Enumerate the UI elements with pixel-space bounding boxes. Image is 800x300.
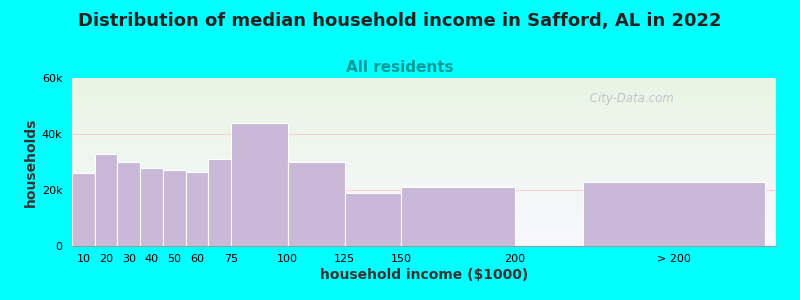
- Bar: [72, 173, 94, 246]
- Y-axis label: households: households: [23, 117, 38, 207]
- X-axis label: household income ($1000): household income ($1000): [320, 268, 528, 282]
- Bar: [163, 170, 186, 246]
- Bar: [288, 162, 345, 246]
- Bar: [140, 168, 163, 246]
- Bar: [186, 172, 208, 246]
- Bar: [118, 162, 140, 246]
- Bar: [583, 182, 765, 246]
- Text: Distribution of median household income in Safford, AL in 2022: Distribution of median household income …: [78, 12, 722, 30]
- Text: City-Data.com: City-Data.com: [586, 92, 674, 105]
- Bar: [402, 187, 515, 246]
- Text: All residents: All residents: [346, 60, 454, 75]
- Bar: [345, 193, 402, 246]
- Bar: [94, 154, 118, 246]
- Bar: [208, 159, 242, 246]
- Bar: [231, 123, 288, 246]
